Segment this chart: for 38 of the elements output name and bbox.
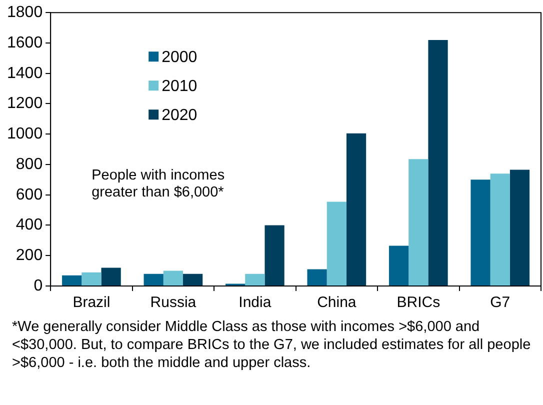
bar: [264, 225, 284, 286]
y-tick-label: 800: [16, 156, 43, 173]
legend-label: 2000: [162, 49, 198, 66]
x-tick-label: India: [238, 294, 272, 312]
annotation: People with incomes greater than $6,000*: [92, 168, 225, 201]
x-tick-label: BRICs: [396, 294, 440, 312]
legend-label: 2020: [162, 107, 198, 124]
bar: [326, 202, 346, 286]
bar: [346, 133, 366, 286]
bar: [428, 40, 448, 286]
bar: [163, 270, 184, 286]
x-tick-label: Russia: [150, 294, 197, 312]
x-tick-label: Brazil: [72, 294, 110, 312]
y-tick-label: 0: [34, 277, 43, 294]
legend-label: 2010: [162, 78, 198, 96]
bar: [144, 274, 164, 286]
bar: [82, 272, 102, 286]
y-tick-label: 1000: [7, 126, 43, 143]
y-tick-label: 600: [16, 186, 43, 204]
y-tick-label: 200: [16, 247, 43, 264]
bar: [408, 159, 428, 286]
bar: [510, 170, 530, 286]
bar: [245, 274, 265, 286]
y-tick-label: 1800: [7, 4, 43, 22]
y-tick-label: 1600: [7, 34, 43, 52]
bar: [388, 246, 409, 286]
bar: [490, 174, 510, 286]
x-tick-label: China: [317, 294, 357, 312]
y-tick-label: 1200: [7, 95, 43, 112]
bar: [101, 268, 121, 286]
bar: [183, 274, 203, 286]
x-tick-label: G7: [490, 294, 510, 312]
text: *We generally consider Middle Class as those with incomes >$6,000 and <$30,000. But, to compare BRICs to the G7, we included estimates for all people >$6,000 - i.e. both the middle and upper class.: [12, 318, 532, 372]
y-tick-label: 400: [16, 216, 43, 234]
y-tick-label: 1400: [7, 64, 43, 82]
bar: [307, 269, 327, 286]
bar: [62, 275, 82, 286]
bar: [470, 180, 490, 286]
